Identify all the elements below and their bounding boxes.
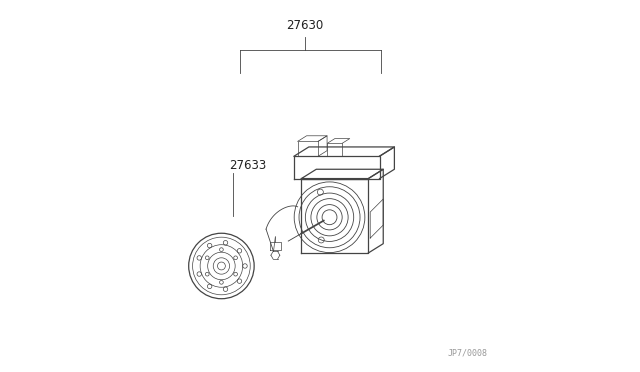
Text: 27633: 27633 <box>229 159 266 172</box>
Text: 27630: 27630 <box>287 19 324 32</box>
Text: JP7/0008: JP7/0008 <box>447 348 488 357</box>
